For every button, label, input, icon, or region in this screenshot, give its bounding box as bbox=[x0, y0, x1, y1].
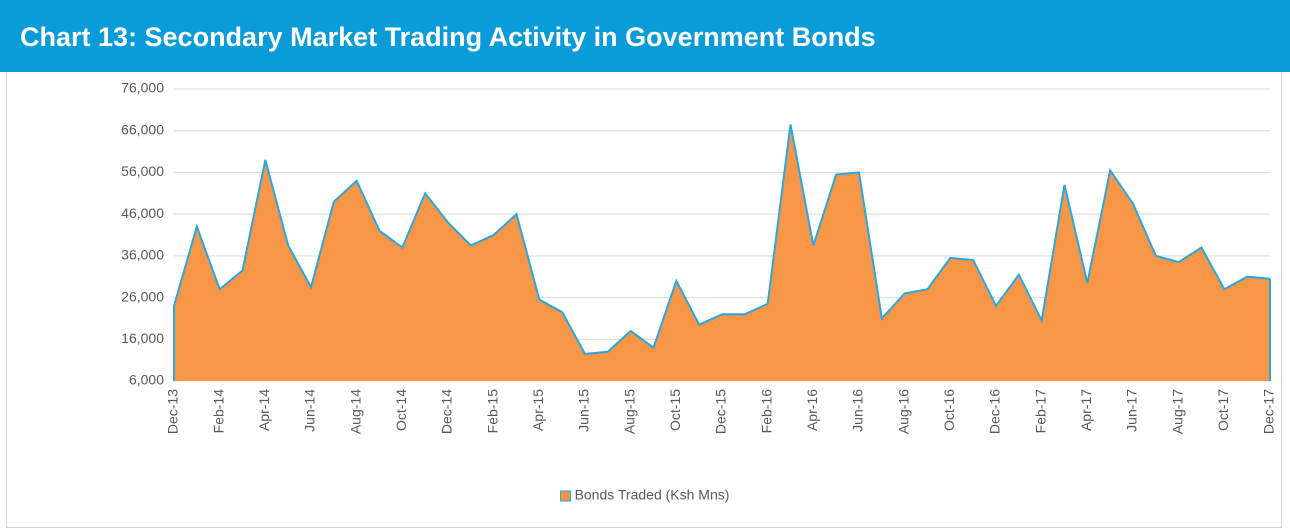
x-tick-label: Apr-16 bbox=[804, 389, 820, 431]
legend-swatch bbox=[560, 490, 572, 502]
x-tick-label: Aug-16 bbox=[895, 389, 911, 434]
x-tick-label: Apr-14 bbox=[256, 389, 272, 431]
x-tick-label: Aug-17 bbox=[1169, 389, 1185, 434]
area bbox=[174, 124, 1270, 382]
x-tick-label: Dec-14 bbox=[439, 389, 455, 434]
x-tick-label: Oct-16 bbox=[941, 389, 957, 431]
y-tick-label: 16,000 bbox=[121, 330, 164, 346]
x-tick-label: Apr-15 bbox=[530, 389, 546, 431]
y-tick-label: 6,000 bbox=[129, 372, 164, 388]
y-tick-label: 36,000 bbox=[121, 247, 164, 263]
chart-title: Chart 13: Secondary Market Trading Activ… bbox=[20, 22, 876, 52]
x-tick-label: Dec-16 bbox=[987, 389, 1003, 434]
x-tick-label: Oct-15 bbox=[667, 389, 683, 431]
x-tick-label: Jun-15 bbox=[576, 389, 592, 432]
x-tick-label: Dec-15 bbox=[713, 389, 729, 434]
x-tick-label: Dec-17 bbox=[1261, 389, 1277, 434]
x-tick-label: Feb-15 bbox=[484, 389, 500, 434]
x-tick-label: Apr-17 bbox=[1078, 389, 1094, 431]
y-tick-label: 46,000 bbox=[121, 205, 164, 221]
x-tick-label: Feb-14 bbox=[210, 389, 226, 434]
y-tick-label: 66,000 bbox=[121, 121, 164, 137]
x-tick-label: Aug-15 bbox=[621, 389, 637, 434]
x-tick-label: Jun-17 bbox=[1124, 389, 1140, 432]
area-line bbox=[173, 124, 1271, 381]
header: Chart 13: Secondary Market Trading Activ… bbox=[0, 0, 1290, 72]
y-tick-label: 26,000 bbox=[121, 288, 164, 304]
y-tick-label: 76,000 bbox=[121, 80, 164, 96]
chart-frame bbox=[6, 72, 1282, 528]
y-tick-label: 56,000 bbox=[121, 163, 164, 179]
x-tick-label: Dec-13 bbox=[165, 389, 181, 434]
x-tick-label: Oct-17 bbox=[1215, 389, 1231, 431]
x-tick-label: Aug-14 bbox=[347, 389, 363, 434]
x-tick-label: Feb-17 bbox=[1032, 389, 1048, 434]
x-tick-label: Jun-14 bbox=[302, 389, 318, 432]
x-tick-label: Jun-16 bbox=[850, 389, 866, 432]
x-tick-label: Oct-14 bbox=[393, 389, 409, 431]
x-tick-label: Feb-16 bbox=[758, 389, 774, 434]
legend-label: Bonds Traded (Ksh Mns) bbox=[575, 487, 730, 503]
